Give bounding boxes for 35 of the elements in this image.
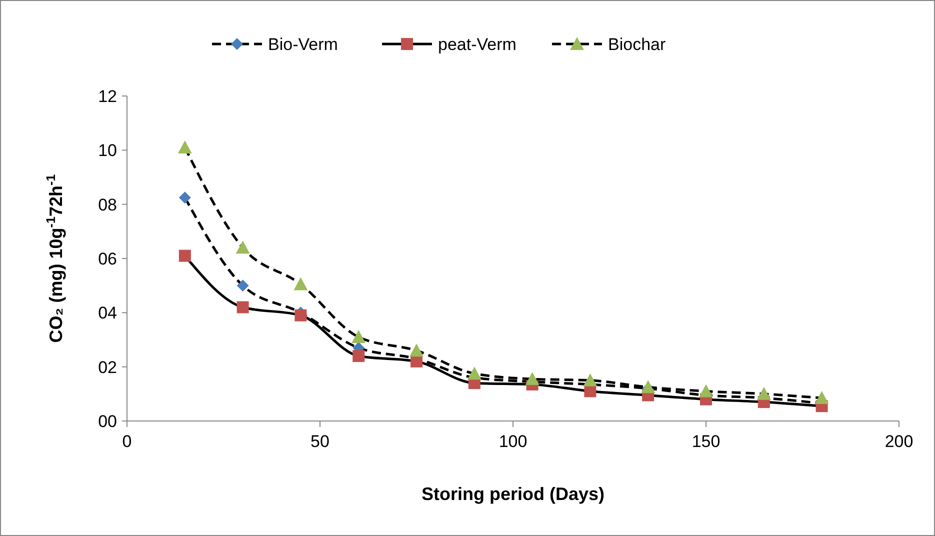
point [178,250,191,262]
point [699,384,713,398]
y-tick-label: 08 [98,195,117,214]
legend-label: peat-Verm [438,34,516,54]
y-tick-label: 02 [98,358,117,377]
x-tick-label: 150 [692,432,720,451]
point [410,344,424,357]
x-axis-title: Storing period (Days) [421,484,605,504]
point [236,280,249,292]
point [352,350,365,362]
point [641,380,656,394]
point [352,330,366,344]
point [410,355,422,368]
y-tick-label: 12 [98,86,117,106]
x-tick-label: 0 [122,432,132,451]
point [294,277,308,290]
point [583,373,598,386]
x-tick-label: 100 [498,432,528,451]
point [294,309,307,322]
point [814,390,829,404]
y-tick-label: 10 [98,141,117,160]
point [236,240,250,254]
point [178,192,191,204]
point [756,386,771,400]
x-tick-label: 50 [310,432,330,451]
point [525,372,540,386]
point [178,140,192,154]
point [467,366,482,380]
point [236,301,249,314]
y-tick-label: 04 [98,304,117,323]
legend-label: Bio-Verm [268,34,338,54]
x-tick-label: 200 [884,432,914,451]
y-tick-label: 06 [98,249,117,268]
y-tick-label: 00 [98,412,117,431]
legend-label: Biochar [608,34,666,54]
